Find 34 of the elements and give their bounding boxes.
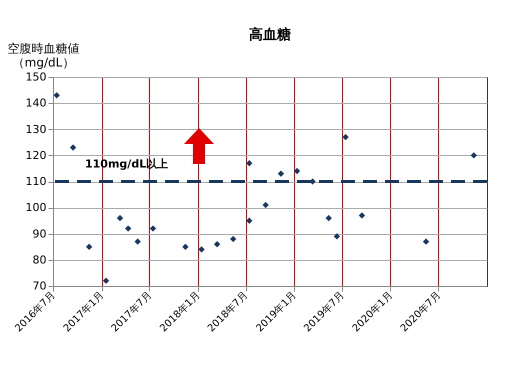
point xyxy=(246,218,252,224)
point xyxy=(134,238,141,245)
point xyxy=(150,225,156,232)
point xyxy=(230,236,236,242)
point xyxy=(102,278,110,284)
point xyxy=(470,152,477,159)
point xyxy=(294,168,300,174)
point xyxy=(116,214,124,222)
y-axis-title: 空腹時血糖値（mg/dL） xyxy=(8,42,80,70)
point xyxy=(198,246,205,253)
point xyxy=(214,241,220,248)
y-tick-label: 140 xyxy=(26,96,46,110)
point xyxy=(334,233,340,240)
point xyxy=(422,238,430,245)
y-tick-label: 80 xyxy=(32,253,46,266)
y-tick-label: 90 xyxy=(32,227,46,240)
y-tick-label: 150 xyxy=(26,70,46,84)
y-tick-label: 130 xyxy=(26,122,46,136)
point xyxy=(326,214,332,222)
point xyxy=(278,170,284,177)
point xyxy=(125,225,132,232)
y-tick-label: 70 xyxy=(32,280,46,292)
y-tick-label: 110 xyxy=(26,175,46,188)
y-tick-label: 120 xyxy=(26,148,46,162)
chart-title: 高血糖 xyxy=(249,26,291,43)
y-tick-label: 100 xyxy=(26,201,46,214)
point xyxy=(86,244,92,250)
point xyxy=(54,92,60,98)
point xyxy=(182,244,189,250)
point xyxy=(358,212,366,219)
point xyxy=(342,134,349,140)
point xyxy=(262,202,269,208)
point xyxy=(70,144,76,151)
point xyxy=(246,160,252,166)
